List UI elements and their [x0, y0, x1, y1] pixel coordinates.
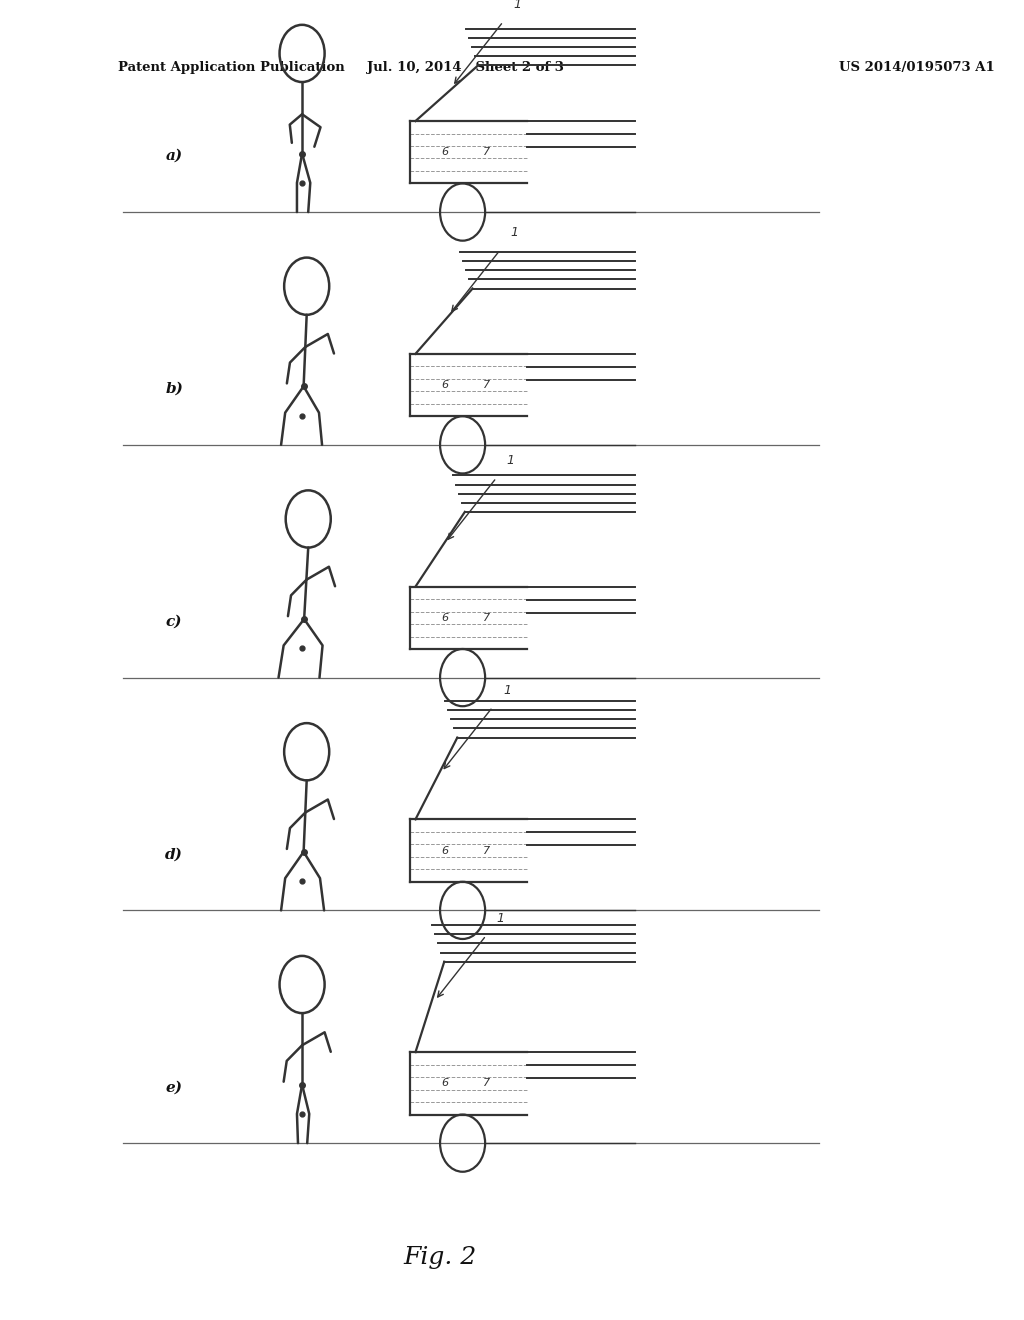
Text: 1: 1 [497, 912, 505, 925]
Text: a): a) [166, 149, 182, 164]
Text: 1: 1 [503, 684, 511, 697]
Text: b): b) [165, 381, 183, 396]
Text: 7: 7 [482, 846, 489, 855]
Text: 6: 6 [441, 1078, 449, 1088]
Text: Fig. 2: Fig. 2 [403, 1246, 477, 1269]
Text: 1: 1 [511, 226, 518, 239]
Text: Jul. 10, 2014   Sheet 2 of 3: Jul. 10, 2014 Sheet 2 of 3 [368, 61, 564, 74]
Text: 6: 6 [441, 148, 449, 157]
Text: US 2014/0195073 A1: US 2014/0195073 A1 [839, 61, 994, 74]
Text: 7: 7 [482, 148, 489, 157]
Text: d): d) [165, 847, 183, 862]
Text: 1: 1 [507, 454, 515, 467]
Text: 1: 1 [513, 0, 521, 11]
Text: 6: 6 [441, 612, 449, 623]
Text: 7: 7 [482, 1078, 489, 1088]
Text: 7: 7 [482, 380, 489, 389]
Text: 6: 6 [441, 380, 449, 389]
Text: 6: 6 [441, 846, 449, 855]
Text: 7: 7 [482, 612, 489, 623]
Text: e): e) [166, 1080, 182, 1094]
Text: Patent Application Publication: Patent Application Publication [118, 61, 344, 74]
Text: c): c) [166, 615, 182, 628]
